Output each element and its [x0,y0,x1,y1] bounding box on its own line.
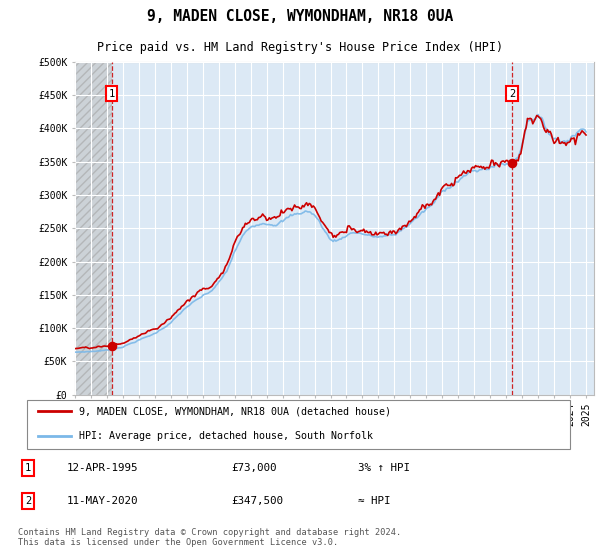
Text: 2: 2 [509,88,515,99]
Text: 12-APR-1995: 12-APR-1995 [67,463,138,473]
Point [107,342,116,351]
Text: £347,500: £347,500 [231,496,283,506]
Text: 9, MADEN CLOSE, WYMONDHAM, NR18 0UA (detached house): 9, MADEN CLOSE, WYMONDHAM, NR18 0UA (det… [79,407,391,417]
FancyBboxPatch shape [27,400,571,449]
Text: 3% ↑ HPI: 3% ↑ HPI [358,463,410,473]
Text: 2: 2 [25,496,31,506]
Text: 1: 1 [25,463,31,473]
Text: Price paid vs. HM Land Registry's House Price Index (HPI): Price paid vs. HM Land Registry's House … [97,41,503,54]
Text: Contains HM Land Registry data © Crown copyright and database right 2024.
This d: Contains HM Land Registry data © Crown c… [18,528,401,547]
Text: £73,000: £73,000 [231,463,277,473]
Text: HPI: Average price, detached house, South Norfolk: HPI: Average price, detached house, Sout… [79,431,373,441]
Text: 1: 1 [109,88,115,99]
Bar [75,62,112,395]
Text: ≈ HPI: ≈ HPI [358,496,390,506]
Text: 9, MADEN CLOSE, WYMONDHAM, NR18 0UA: 9, MADEN CLOSE, WYMONDHAM, NR18 0UA [147,9,453,24]
Point [507,158,517,167]
Text: 11-MAY-2020: 11-MAY-2020 [67,496,138,506]
